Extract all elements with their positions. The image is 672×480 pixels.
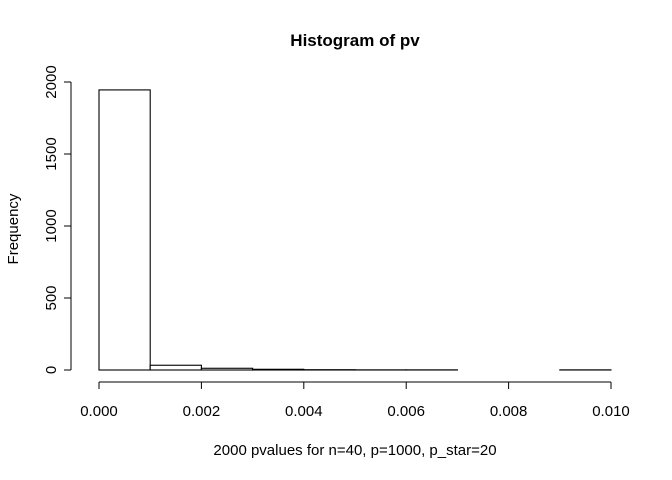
x-tick-label: 0.010 — [592, 403, 630, 420]
x-tick-label: 0.002 — [183, 403, 221, 420]
y-tick-label: 500 — [43, 285, 60, 310]
x-tick-label: 0.006 — [387, 403, 425, 420]
y-tick-label: 1500 — [43, 137, 60, 170]
y-axis-label: Frequency — [5, 193, 22, 264]
histogram-bar — [98, 89, 151, 371]
histogram-bar — [200, 367, 254, 371]
x-tick-label: 0.004 — [285, 403, 323, 420]
histogram-bar — [149, 364, 202, 371]
y-axis: 0 500 1000 1500 2000 — [43, 65, 72, 374]
x-axis: 0.000 0.002 0.004 0.006 0.008 0.010 — [80, 381, 630, 420]
y-tick-label: 0 — [43, 366, 60, 374]
histogram-bar — [252, 368, 305, 371]
x-tick-label: 0.000 — [80, 403, 118, 420]
chart-title: Histogram of pv — [290, 31, 420, 50]
x-axis-label: 2000 pvalues for n=40, p=1000, p_star=20 — [213, 442, 496, 459]
bars-group — [98, 89, 612, 371]
y-tick-label: 2000 — [43, 65, 60, 98]
y-tick-label: 1000 — [43, 209, 60, 242]
x-tick-label: 0.008 — [490, 403, 528, 420]
